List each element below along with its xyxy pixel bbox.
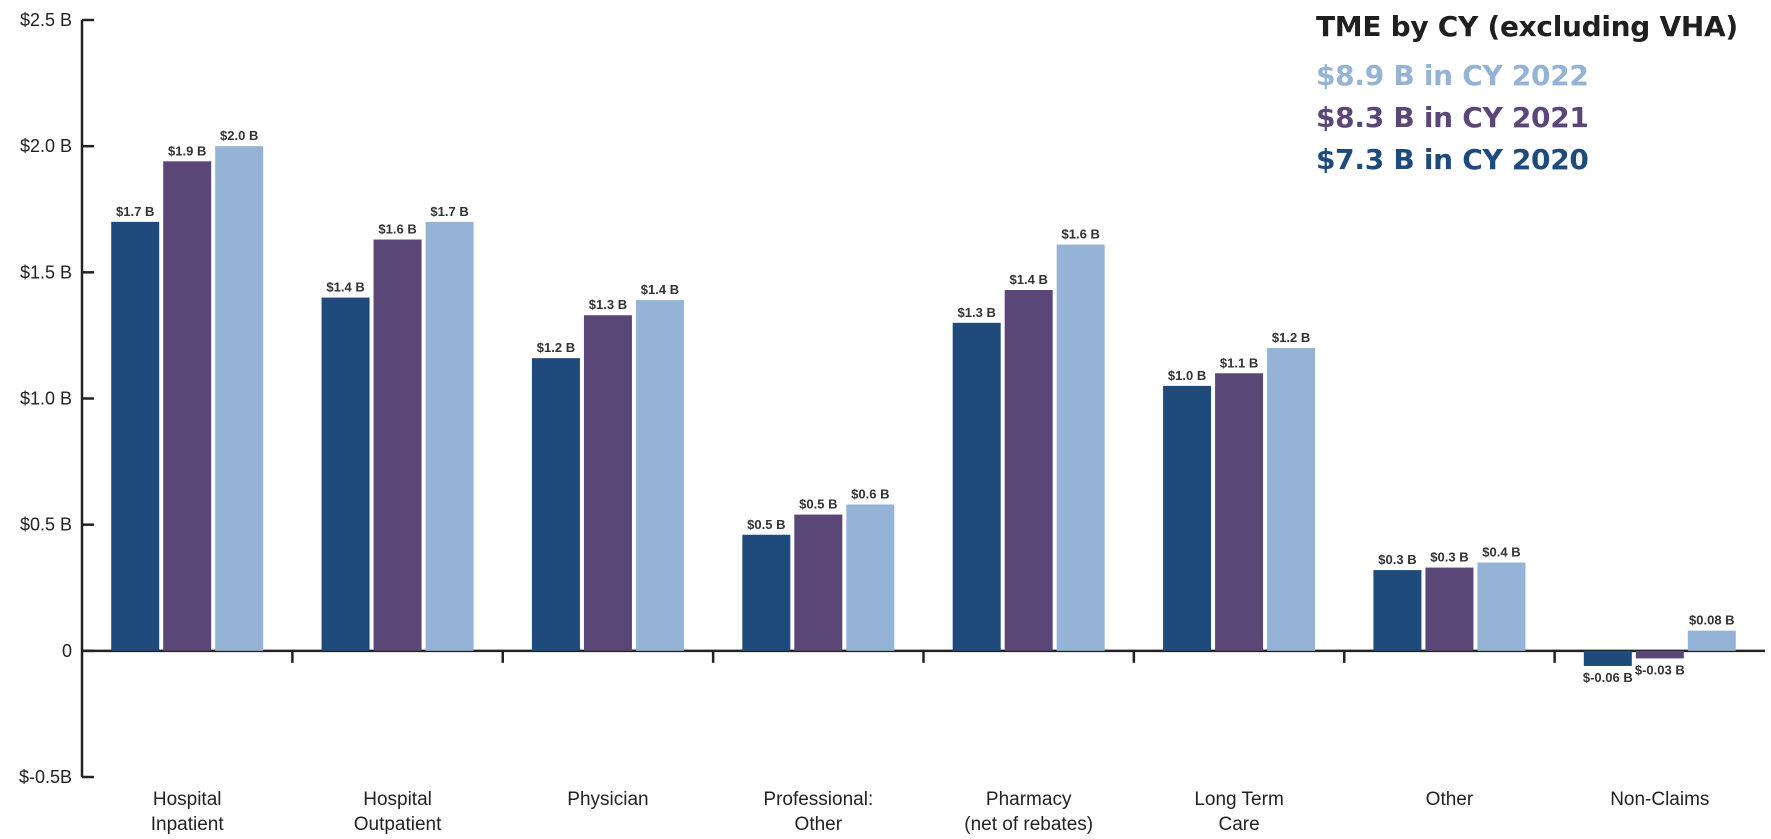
legend: TME by CY (excluding VHA) $8.9 B in CY 2…	[1316, 10, 1738, 181]
bar	[531, 358, 580, 651]
x-tick-label: Hospital Outpatient	[354, 789, 442, 835]
bar	[1687, 630, 1736, 651]
bar	[373, 239, 422, 651]
bar	[321, 297, 370, 651]
data-label: $1.1 B	[1220, 355, 1258, 370]
data-label: $1.4 B	[641, 282, 679, 297]
bar	[794, 514, 843, 651]
legend-entry: $7.3 B in CY 2020	[1316, 143, 1589, 176]
bar	[846, 504, 895, 651]
data-label: $1.3 B	[958, 305, 996, 320]
data-label: $1.2 B	[537, 340, 575, 355]
data-label: $1.9 B	[168, 143, 206, 158]
x-tick-label: Long Term Care	[1194, 789, 1283, 835]
bar	[1163, 385, 1212, 651]
data-label: $1.7 B	[430, 204, 468, 219]
bar	[952, 322, 1001, 651]
data-label: $1.2 B	[1272, 330, 1310, 345]
y-tick-label: $2.5 B	[20, 10, 72, 30]
bar	[215, 146, 264, 651]
bar	[635, 300, 684, 651]
data-label: $0.3 B	[1378, 552, 1416, 567]
data-label: $0.3 B	[1430, 550, 1468, 565]
x-tick-label: Non-Claims	[1610, 789, 1709, 810]
x-tick-label: Hospital Inpatient	[151, 789, 225, 835]
data-label: $0.6 B	[851, 486, 889, 501]
data-label: $0.5 B	[747, 517, 785, 532]
bar	[1004, 289, 1053, 651]
y-tick-label: $1.5 B	[20, 262, 72, 282]
y-tick-label: $0.5 B	[20, 515, 72, 535]
bar	[742, 534, 791, 651]
bar	[1056, 244, 1105, 651]
bar	[1425, 567, 1474, 651]
bar	[425, 221, 474, 651]
bar	[1635, 650, 1684, 659]
data-label: $0.5 B	[799, 497, 837, 512]
data-label: $1.4 B	[326, 280, 364, 295]
y-tick-label: $2.0 B	[20, 136, 72, 156]
legend-entry: $8.9 B in CY 2022	[1316, 59, 1589, 92]
data-label: $0.08 B	[1689, 613, 1735, 628]
x-tick-label: Physician	[567, 789, 648, 810]
bar	[1373, 570, 1422, 651]
data-label: $1.6 B	[1062, 227, 1100, 242]
chart-title: TME by CY (excluding VHA)	[1316, 10, 1738, 43]
data-label: $1.3 B	[589, 297, 627, 312]
x-tick-label: Professional: Other	[763, 789, 873, 835]
data-label: $1.6 B	[378, 222, 416, 237]
y-tick-label: 0	[62, 641, 72, 661]
bar	[163, 161, 212, 651]
data-label: $1.4 B	[1010, 272, 1048, 287]
data-label: $0.4 B	[1482, 545, 1520, 560]
bar	[1583, 650, 1632, 666]
data-label: $-0.03 B	[1635, 662, 1685, 677]
data-label: $-0.06 B	[1583, 670, 1633, 685]
data-label: $2.0 B	[220, 128, 258, 143]
bar	[111, 221, 160, 651]
y-tick-label: $-0.5B	[19, 767, 72, 787]
x-tick-label: Pharmacy (net of rebates)	[964, 789, 1093, 835]
bar	[1267, 348, 1316, 651]
bar	[583, 315, 632, 651]
data-label: $1.0 B	[1168, 368, 1206, 383]
bar	[1477, 562, 1526, 651]
x-tick-label: Other	[1426, 789, 1474, 810]
data-label: $1.7 B	[116, 204, 154, 219]
bar	[1215, 373, 1264, 651]
y-tick-label: $1.0 B	[20, 389, 72, 409]
legend-entry: $8.3 B in CY 2021	[1316, 101, 1589, 134]
